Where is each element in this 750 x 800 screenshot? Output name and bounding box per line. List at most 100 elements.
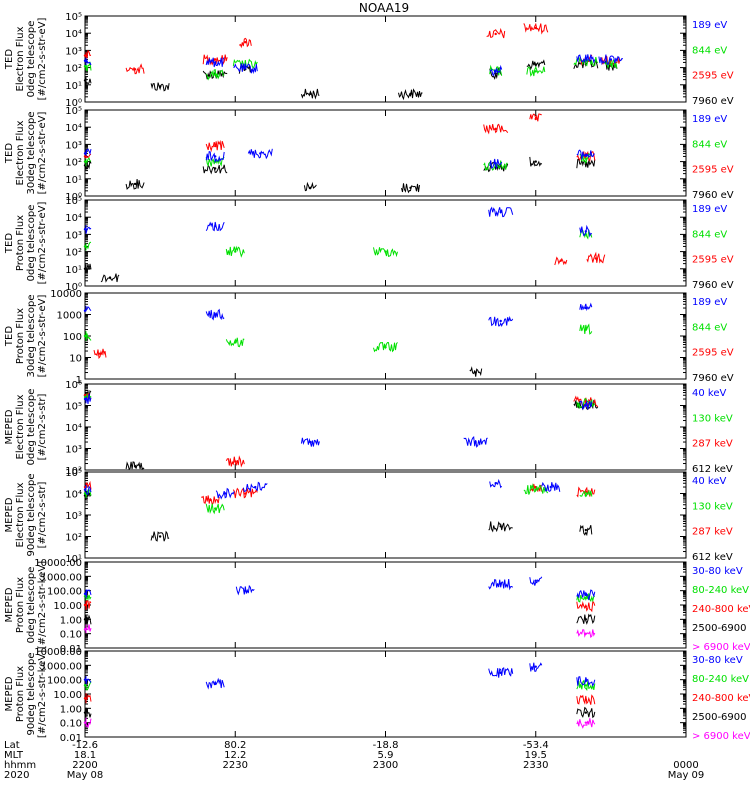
data-point (108, 276, 112, 279)
legend-entry: 130 keV (692, 501, 733, 512)
data-point (83, 397, 87, 401)
legend-entry: 189 eV (692, 20, 727, 31)
series-line-3 (85, 693, 596, 705)
data-point (494, 482, 497, 485)
y-axis-label: TED (4, 326, 15, 347)
legend-entry: 2500-6900 (692, 623, 747, 634)
data-point (83, 245, 87, 248)
legend-entry: 40 keV (692, 476, 726, 487)
y-axis-label: TED (4, 143, 15, 164)
data-point (234, 250, 237, 253)
y-tick-label: 10⁶ (65, 380, 82, 391)
y-axis-label: Proton Flux (15, 666, 26, 722)
data-point (83, 592, 87, 596)
data-point (534, 665, 537, 668)
y-tick-label: 10³ (65, 511, 82, 522)
panel-frame (84, 109, 687, 197)
data-point (98, 352, 102, 355)
panel-frame (84, 292, 687, 380)
y-axis-label: 0deg telescope (26, 567, 37, 644)
data-point (244, 67, 247, 70)
data-point (214, 313, 217, 316)
series-line-2 (85, 22, 621, 75)
legend-entry: 844 eV (692, 229, 727, 240)
data-point (584, 494, 588, 497)
series-line-4 (85, 478, 561, 500)
panel-1: 10⁰ 10¹ 10² 10³ 10⁴ 10⁵ TED Electron Flux 0deg t… (4, 12, 734, 109)
y-tick-label: 1000 (57, 311, 82, 322)
y-tick-label: 10³ (65, 140, 82, 151)
data-point (83, 79, 87, 82)
data-point (214, 224, 217, 228)
data-point (584, 528, 588, 532)
series-line-4 (85, 206, 593, 238)
data-point (609, 63, 613, 66)
footer-lat: -12.6 (72, 740, 98, 751)
data-point (214, 61, 217, 64)
data-point (534, 117, 537, 121)
series-line-2 (85, 393, 599, 468)
data-point (234, 460, 237, 463)
footer-row-label: MLT (4, 750, 24, 761)
data-point (83, 54, 87, 57)
data-point (83, 59, 87, 62)
y-axis-label: TED (4, 233, 15, 254)
panel-8: 0.01 0.10 1.00 10.00 100.00 1000.00 10000.00 ME… (4, 647, 750, 744)
data-point (584, 721, 588, 724)
y-tick-label: 10³ (65, 46, 82, 57)
y-tick-label: 100.00 (47, 587, 82, 598)
y-tick-label: 1000.00 (41, 661, 82, 672)
legend-entry: 40 keV (692, 388, 726, 399)
data-point (83, 228, 87, 231)
series-line-1 (469, 366, 483, 377)
series-line-1 (85, 624, 596, 639)
series-line-3 (85, 600, 596, 613)
series-line-4 (85, 148, 595, 169)
data-point (133, 182, 137, 186)
y-tick-label: 10¹ (65, 554, 82, 565)
footer-mlt: 19.5 (525, 750, 547, 761)
data-point (83, 618, 87, 621)
footer-hhmm: 2330 (523, 760, 548, 771)
data-point (534, 579, 537, 582)
y-axis-label: 30deg telescope (26, 111, 37, 194)
data-point (584, 711, 588, 714)
series-line-2 (85, 706, 596, 719)
data-point (584, 230, 588, 233)
legend-entry: 2595 eV (692, 165, 734, 176)
y-tick-label: 0.01 (60, 733, 82, 744)
data-point (499, 525, 502, 528)
data-point (534, 488, 537, 491)
data-point (584, 684, 588, 687)
y-axis-label: TED (4, 49, 15, 70)
series-line-4 (85, 593, 595, 603)
y-tick-label: 100 (63, 332, 82, 343)
footer-hhmm: 2230 (223, 760, 248, 771)
legend-entry: 80-240 keV (692, 674, 749, 685)
series-line-1 (85, 59, 618, 101)
series-line-3 (85, 392, 596, 409)
series-line-1 (85, 263, 120, 283)
legend-entry: 130 keV (692, 413, 733, 424)
footer-date: May 08 (67, 770, 104, 781)
y-tick-label: 1.00 (60, 704, 82, 715)
chart-title: NOAA19 (359, 1, 409, 15)
series-line-1 (85, 389, 599, 470)
legend-entry: 189 eV (692, 204, 727, 215)
footer-row-label: Lat (4, 740, 20, 751)
y-axis-label: 0deg telescope (26, 389, 37, 466)
data-point (584, 306, 588, 310)
y-axis-label: Electron Flux (15, 394, 26, 459)
series-line-4 (85, 679, 596, 691)
y-tick-label: 1000.00 (41, 572, 82, 583)
data-point (499, 210, 502, 214)
data-point (474, 440, 477, 444)
panel-frame (84, 561, 687, 649)
data-point (234, 341, 237, 344)
data-point (83, 684, 87, 687)
panel-6: 10¹ 10² 10³ 10⁴ 10⁵ MEPED Electron Flux 90deg t… (4, 468, 733, 565)
footer-row-label: hhmm (4, 760, 36, 771)
y-tick-label: 0.10 (60, 630, 82, 641)
data-point (549, 485, 552, 489)
data-point (83, 603, 87, 607)
